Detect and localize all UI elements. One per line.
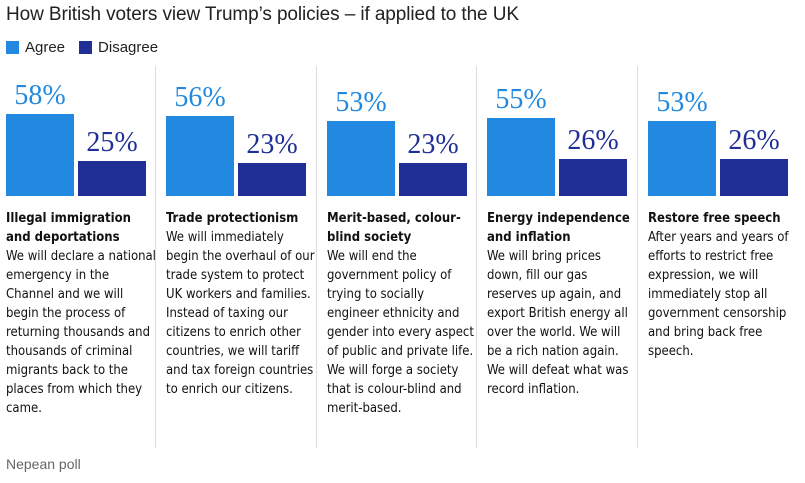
value-label-disagree: 23% (407, 129, 459, 161)
panel-description: After years and years of efforts to rest… (648, 230, 789, 359)
panel-description: We will declare a national emergency in … (6, 249, 156, 416)
legend-item-agree: Agree (6, 39, 65, 56)
panel-description: We will bring prices down, fill our gas … (487, 249, 629, 397)
panel-energy-independence-and-inflation: 55% 26% Energy independence and inflation W… (487, 66, 637, 448)
bar-group: 55% 26% (487, 66, 637, 196)
panel-description: We will immediately begin the overhaul o… (166, 230, 315, 397)
bar-disagree-energy-independence-and-inflation (559, 159, 627, 196)
value-label-disagree: 26% (567, 125, 619, 157)
value-label-agree: 53% (335, 86, 387, 118)
panel-heading: Illegal immigration and deportations (6, 211, 132, 245)
bar-agree-merit-based-colour-blind-society (327, 120, 395, 196)
value-label-disagree: 26% (728, 125, 780, 157)
panel-divider (637, 66, 638, 448)
bar-disagree-merit-based-colour-blind-society (399, 163, 467, 196)
bar-agree-energy-independence-and-inflation (487, 117, 555, 196)
panel-description: We will end the government policy of try… (327, 249, 474, 416)
bar-group: 53% 26% (648, 66, 798, 196)
bar-agree-restore-free-speech (648, 120, 716, 196)
source-note: Nepean poll (6, 456, 81, 472)
panel-trade-protectionism: 56% 23% Trade protectionism We will immedia… (166, 66, 316, 448)
bar-agree-trade-protectionism (166, 116, 234, 196)
legend-swatch-disagree (79, 41, 93, 54)
value-label-agree: 58% (14, 79, 66, 111)
value-label-disagree: 25% (86, 126, 138, 158)
panel-divider (476, 66, 477, 448)
panel-heading: Energy independence and inflation (487, 211, 630, 245)
bar-group: 58% 25% (6, 66, 156, 196)
panel-heading: Trade protectionism (166, 211, 299, 226)
value-label-agree: 55% (495, 83, 547, 115)
bar-disagree-trade-protectionism (238, 163, 306, 196)
panel-illegal-immigration-and-deportations: 58% 25% Illegal immigration and deportatio… (6, 66, 156, 448)
panel-restore-free-speech: 53% 26% Restore free speech After years and… (648, 66, 798, 448)
bar-disagree-restore-free-speech (720, 159, 788, 196)
bar-agree-illegal-immigration-and-deportations (6, 113, 74, 196)
legend: Agree Disagree (6, 39, 172, 56)
legend-swatch-agree (6, 41, 19, 54)
chart-panels: 58% 25% Illegal immigration and deportatio… (0, 66, 805, 448)
panel-merit-based-colour-blind-society: 53% 23% Merit-based, colour-blind society W… (327, 66, 477, 448)
value-label-agree: 53% (656, 86, 708, 118)
panel-heading: Restore free speech (648, 211, 781, 226)
chart-title: How British voters view Trump’s policies… (6, 4, 519, 25)
legend-item-disagree: Disagree (79, 39, 158, 56)
value-label-disagree: 23% (246, 129, 298, 161)
bar-group: 56% 23% (166, 66, 316, 196)
panel-divider (316, 66, 317, 448)
value-label-agree: 56% (174, 82, 226, 114)
bar-group: 53% 23% (327, 66, 477, 196)
panel-divider (155, 66, 156, 448)
legend-label-agree: Agree (25, 39, 66, 56)
legend-label-disagree: Disagree (98, 39, 159, 56)
panel-heading: Merit-based, colour-blind society (327, 211, 461, 245)
bar-disagree-illegal-immigration-and-deportations (78, 160, 146, 196)
